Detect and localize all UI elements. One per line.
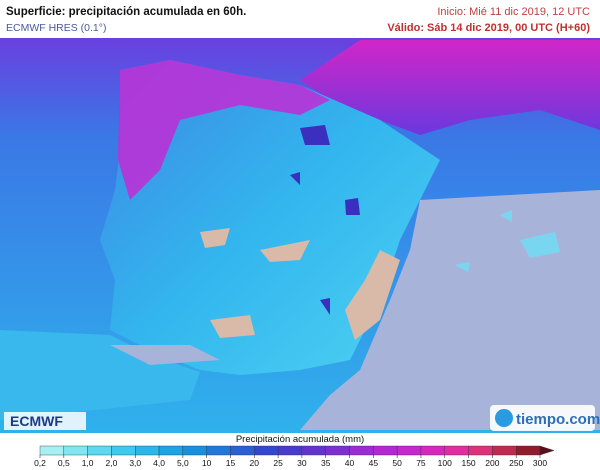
ecmwf-logo-bg (4, 412, 86, 430)
color-swatch (111, 445, 136, 456)
tick-label: 0,5 (58, 458, 70, 468)
color-swatch (373, 445, 398, 456)
tick-label: 0,2 (34, 458, 46, 468)
color-swatch (277, 445, 303, 456)
color-swatch (230, 445, 255, 456)
tick-label: 200 (485, 458, 499, 468)
tick-label: 15 (226, 458, 236, 468)
tick-label: 30 (297, 458, 307, 468)
tick-label: 1,0 (82, 458, 94, 468)
color-swatch (63, 445, 88, 456)
color-swatch (444, 445, 469, 456)
france-precip (300, 40, 600, 135)
tick-label: 3,0 (129, 458, 141, 468)
tick-label: 25 (273, 458, 283, 468)
tick-label: 100 (438, 458, 452, 468)
tick-label: 10 (202, 458, 212, 468)
header-bg (0, 0, 600, 38)
color-swatch (396, 445, 422, 456)
color-swatch (39, 445, 65, 456)
color-swatch (182, 445, 207, 456)
tick-label: 2,0 (106, 458, 118, 468)
tick-label: 75 (416, 458, 426, 468)
tick-label: 50 (392, 458, 402, 468)
init: Inicio: Mié 11 dic 2019, 12 UTC (437, 6, 590, 18)
tick-label: 150 (461, 458, 475, 468)
tick-label: 250 (509, 458, 523, 468)
color-arrow (539, 445, 555, 456)
color-swatch (325, 445, 350, 456)
title: Superficie: precipitación acumulada en 6… (6, 6, 246, 18)
color-swatch (420, 445, 445, 456)
legend-title: Precipitación acumulada (mm) (236, 434, 364, 445)
tick-label: 45 (369, 458, 379, 468)
color-swatch (492, 445, 517, 456)
color-swatch (158, 445, 184, 456)
tick-label: 20 (250, 458, 260, 468)
color-swatch (301, 445, 326, 456)
valid: Válido: Sáb 14 dic 2019, 00 UTC (H+60) (387, 22, 590, 34)
tick-label: 5,0 (177, 458, 189, 468)
tick-label: 300 (533, 458, 547, 468)
model: ECMWF HRES (0.1°) (6, 22, 106, 34)
color-swatch (349, 445, 374, 456)
tiempo-logo-bg (490, 405, 595, 431)
tiempo-logo: tiempo.com (516, 411, 600, 428)
gulf (110, 345, 220, 365)
colorbar: 0,2 0,5 1,0 2,0 3,0 4,0 5,0 10 15 20 25 30 35 40 45 50 7… (34, 445, 555, 468)
map (0, 38, 600, 433)
tick-label: 35 (321, 458, 331, 468)
ecmwf-logo: ECMWF (10, 413, 63, 429)
color-swatch (254, 445, 279, 456)
color-swatch (206, 445, 231, 456)
atlantic-south (0, 330, 200, 420)
color-swatch (515, 445, 541, 456)
dry-areas (200, 228, 400, 340)
tick-label: 40 (345, 458, 355, 468)
med-sea (300, 190, 600, 430)
islands (455, 210, 560, 272)
color-swatch (87, 445, 112, 456)
color-swatch (468, 445, 493, 456)
color-swatch (135, 445, 160, 456)
tick-label: 4,0 (153, 458, 165, 468)
tiempo-icon (495, 409, 513, 427)
north-precip (118, 60, 330, 200)
